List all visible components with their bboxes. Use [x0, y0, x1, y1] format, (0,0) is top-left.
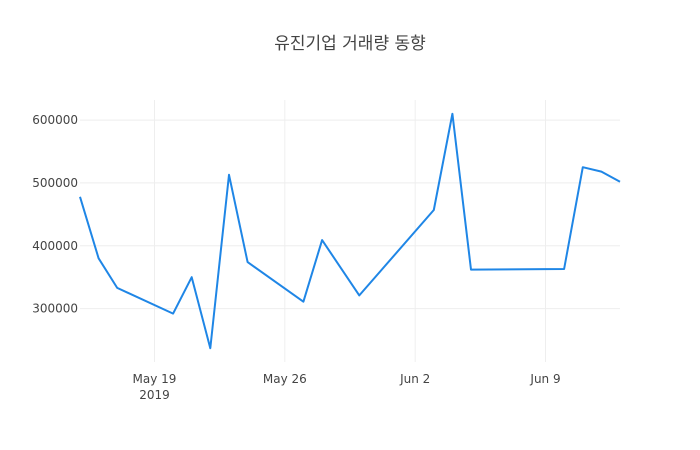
y-tick-label: 300000	[32, 302, 78, 316]
x-tick-label: Jun 9	[529, 372, 560, 386]
y-axis: 300000 400000 500000 600000	[32, 113, 78, 315]
x-tick-year-label: 2019	[139, 388, 170, 402]
x-tick-label: May 26	[263, 372, 307, 386]
chart-title: 유진기업 거래량 동향	[274, 34, 426, 54]
grid	[80, 100, 620, 362]
y-tick-label: 400000	[32, 239, 78, 253]
y-tick-label: 600000	[32, 113, 78, 127]
y-tick-label: 500000	[32, 176, 78, 190]
x-axis: May 19 2019 May 26 Jun 2 Jun 9	[133, 372, 561, 402]
x-tick-label: May 19	[133, 372, 177, 386]
x-tick-label: Jun 2	[399, 372, 430, 386]
series-layer	[79, 112, 621, 350]
series-line	[79, 112, 621, 350]
